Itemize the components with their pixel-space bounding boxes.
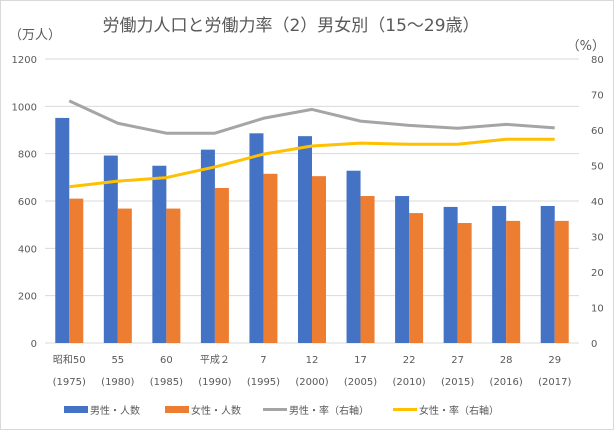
legend-swatch (64, 406, 88, 413)
x-tick-label: 27 (451, 355, 464, 366)
bar-female (166, 209, 180, 343)
chart-title: 労働力人口と労働力率（2）男女別（15〜29歳） (102, 16, 479, 36)
x-tick-label-year: (2017) (538, 377, 571, 388)
right-axis-tick-label: 40 (591, 197, 604, 208)
legend-swatch (165, 406, 189, 413)
x-tick-label-year: (1975) (53, 377, 86, 388)
x-tick-label-year: (1980) (101, 377, 134, 388)
left-axis-tick-label: 800 (18, 150, 37, 161)
bar-male (444, 207, 458, 343)
left-axis-unit: （万人） (9, 28, 61, 43)
right-axis-tick-label: 50 (591, 162, 604, 173)
bar-female (361, 196, 375, 343)
legend-label: 女性・率（右軸） (419, 404, 499, 417)
x-tick-label: 平成２ (200, 354, 230, 366)
legend-label: 男性・率（右軸） (289, 404, 369, 417)
bar-male (249, 133, 263, 343)
left-axis-tick-label: 600 (18, 197, 37, 208)
x-tick-label: 60 (160, 355, 173, 366)
bar-female (506, 221, 520, 343)
bar-female (263, 174, 277, 343)
x-tick-label: 12 (306, 355, 319, 366)
bar-male (201, 150, 215, 343)
x-tick-label-year: (1995) (247, 377, 280, 388)
right-axis-tick-label: 10 (591, 304, 604, 315)
x-tick-label-year: (1990) (198, 377, 231, 388)
bar-female (555, 221, 569, 343)
x-tick-label: 昭和50 (53, 354, 86, 366)
x-tick-label: 17 (354, 355, 367, 366)
line-male-rate (69, 101, 554, 133)
bar-male (492, 206, 506, 343)
x-tick-label: 7 (260, 355, 266, 366)
bar-female (458, 223, 472, 343)
right-axis-tick-label: 60 (591, 126, 604, 137)
x-tick-label-year: (2016) (490, 377, 523, 388)
left-axis-tick-label: 400 (18, 244, 37, 255)
right-axis-tick-label: 30 (591, 233, 604, 244)
x-tick-label-year: (2015) (441, 377, 474, 388)
x-tick-label: 55 (111, 355, 124, 366)
right-axis-tick-label: 0 (591, 339, 597, 350)
left-axis-tick-label: 1200 (12, 55, 37, 66)
bar-male (152, 166, 166, 343)
left-axis-tick-label: 0 (31, 339, 37, 350)
bar-male (55, 118, 69, 343)
x-tick-label-year: (2010) (392, 377, 425, 388)
left-axis-tick-label: 1000 (12, 102, 37, 113)
legend-label: 男性・人数 (90, 404, 140, 417)
bar-male (541, 206, 555, 343)
x-tick-label-year: (1985) (150, 377, 183, 388)
right-axis-tick-label: 20 (591, 268, 604, 279)
bar-female (409, 213, 423, 343)
left-axis-tick-label: 200 (18, 292, 37, 303)
bar-female (69, 199, 83, 343)
bar-male (298, 136, 312, 343)
right-axis-tick-label: 70 (591, 91, 604, 102)
bar-female (215, 188, 229, 343)
right-axis-unit: （%） (567, 39, 605, 54)
bar-female (118, 209, 132, 343)
legend-label: 女性・人数 (191, 404, 241, 417)
x-tick-label: 22 (403, 355, 416, 366)
x-tick-label-year: (2000) (295, 377, 328, 388)
right-axis-tick-label: 80 (591, 55, 604, 66)
x-tick-label: 28 (500, 355, 513, 366)
bar-female (312, 176, 326, 343)
bar-male (395, 196, 409, 343)
x-tick-label: 29 (548, 355, 561, 366)
x-tick-label-year: (2005) (344, 377, 377, 388)
bar-male (347, 171, 361, 343)
